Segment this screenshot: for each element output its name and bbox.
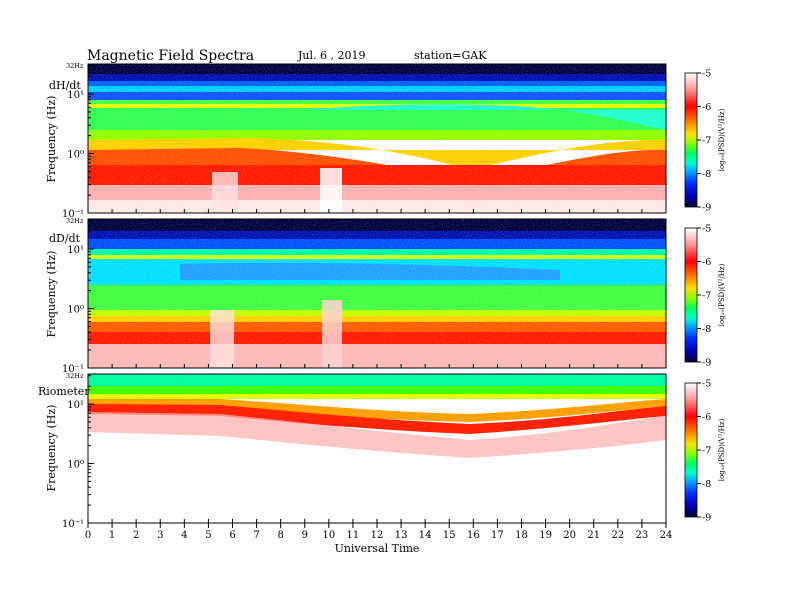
colorbar-tick-label: -8 bbox=[702, 169, 711, 180]
x-tick-label: 14 bbox=[419, 530, 432, 541]
x-tick-label: 11 bbox=[347, 530, 360, 541]
colorbar-tick-label: -7 bbox=[702, 291, 711, 302]
y-tick-label: 10¹ bbox=[67, 245, 84, 256]
colorbar-tick-label: -5 bbox=[702, 224, 711, 235]
y-tick-label: 10⁰ bbox=[67, 305, 84, 316]
colorbar-tick-label: -9 bbox=[702, 358, 711, 369]
x-tick-label: 0 bbox=[85, 530, 91, 541]
y-top-label-dddt: 32Hz bbox=[66, 217, 84, 225]
colorbar-scale bbox=[684, 227, 698, 363]
x-tick-label: 17 bbox=[491, 530, 504, 541]
colorbar-tick-label: -8 bbox=[702, 324, 711, 335]
y-top-label-riometer: 32Hz bbox=[66, 372, 84, 380]
spectrogram-dhdt bbox=[88, 64, 666, 213]
x-tick-label: 5 bbox=[205, 530, 211, 541]
y-ticks-dddt: 10¹ 10⁰ 10⁻¹ bbox=[62, 220, 667, 375]
colorbar-dddt: -5 -6 -7 -8 -9 log₁₀(PSD)(V²/Hz) bbox=[684, 224, 726, 369]
x-tick-label: 2 bbox=[133, 530, 139, 541]
x-tick-label: 22 bbox=[611, 530, 624, 541]
x-tick-label: 15 bbox=[443, 530, 456, 541]
x-tick-label: 16 bbox=[467, 530, 480, 541]
x-tick-label: 1 bbox=[109, 530, 115, 541]
x-tick-label: 4 bbox=[181, 530, 187, 541]
x-tick-label: 12 bbox=[371, 530, 384, 541]
colorbar-tick-label: -5 bbox=[702, 379, 711, 390]
station-label: station=GAK bbox=[414, 49, 487, 62]
y-top-label-dhdt: 32Hz bbox=[66, 62, 84, 70]
colorbar-scale bbox=[684, 382, 698, 518]
colorbar-tick-label: -7 bbox=[702, 136, 711, 147]
colorbar-tick-label: -6 bbox=[702, 257, 711, 268]
y-tick-label: 10⁰ bbox=[67, 460, 84, 471]
spectrogram-dddt bbox=[88, 219, 666, 368]
colorbar-label: log₁₀(PSD)(V²/Hz) bbox=[718, 418, 726, 481]
x-tick-label: 21 bbox=[587, 530, 600, 541]
x-tick-label: 23 bbox=[636, 530, 649, 541]
colorbar-label: log₁₀(PSD)(V²/Hz) bbox=[718, 108, 726, 171]
x-tick-label: 7 bbox=[253, 530, 259, 541]
x-tick-label: 3 bbox=[157, 530, 163, 541]
date-label: Jul. 6 , 2019 bbox=[297, 49, 366, 62]
colorbar-tick-label: -6 bbox=[702, 102, 711, 113]
x-tick-label: 8 bbox=[277, 530, 283, 541]
colorbar-tick-label: -5 bbox=[702, 69, 711, 80]
x-tick-label: 19 bbox=[539, 530, 552, 541]
colorbar-tick-label: -9 bbox=[702, 203, 711, 214]
panel-riometer: Riometer 32Hz Frequency (Hz) 10¹10⁰10⁻¹ … bbox=[38, 372, 726, 530]
figure-title: Magnetic Field Spectra bbox=[87, 48, 254, 64]
y-axis-label-riometer: Frequency (Hz) bbox=[45, 405, 58, 492]
colorbar-tick-label: -7 bbox=[702, 446, 711, 457]
panel-label-riometer: Riometer bbox=[38, 385, 90, 398]
panel-label-dhdt: dH/dt bbox=[49, 79, 81, 92]
y-tick-label: 10⁻¹ bbox=[62, 209, 84, 220]
y-tick-label: 10⁻¹ bbox=[62, 364, 84, 375]
x-tick-label: 10 bbox=[322, 530, 335, 541]
x-tick-label: 13 bbox=[395, 530, 408, 541]
colorbar-scale bbox=[684, 72, 698, 208]
x-tick-label: 20 bbox=[563, 530, 576, 541]
panel-label-dddt: dD/dt bbox=[49, 232, 81, 245]
y-ticks-dhdt: 10¹ 10⁰ 10⁻¹ bbox=[62, 65, 667, 220]
spectrogram-riometer bbox=[88, 374, 666, 523]
x-tick-label: 24 bbox=[660, 530, 673, 541]
y-tick-label: 10⁻¹ bbox=[62, 519, 84, 530]
y-axis-label-dhdt: Frequency (Hz) bbox=[45, 96, 58, 183]
y-tick-label: 10¹ bbox=[67, 90, 84, 101]
y-tick-label: 10⁰ bbox=[67, 150, 84, 161]
y-ticks-riometer: 10¹ 10⁰ 10⁻¹ bbox=[62, 375, 667, 530]
x-axis: 0 1 2 3 4 5 6 7 8 9 10 11 12 13 14 15 16 17 18 19 20 21 22 23 24 bbox=[85, 523, 673, 541]
x-axis-label: Universal Time bbox=[335, 542, 420, 555]
colorbar-dhdt: -5 -6 -7 -8 -9 log₁₀(PSD)(V²/Hz) bbox=[684, 69, 726, 214]
colorbar-riometer: -5 -6 -7 -8 -9 log₁₀(PSD)(V²/Hz) bbox=[684, 379, 726, 524]
x-tick-label: 9 bbox=[302, 530, 308, 541]
y-axis-label-dddt: Frequency (Hz) bbox=[45, 251, 58, 338]
colorbar-tick-label: -9 bbox=[702, 513, 711, 524]
colorbar-label: log₁₀(PSD)(V²/Hz) bbox=[718, 263, 726, 326]
x-tick-label: 6 bbox=[229, 530, 235, 541]
colorbar-tick-label: -6 bbox=[702, 412, 711, 423]
y-tick-label: 10¹ bbox=[67, 400, 84, 411]
colorbar-tick-label: -8 bbox=[702, 479, 711, 490]
x-tick-label: 18 bbox=[515, 530, 528, 541]
